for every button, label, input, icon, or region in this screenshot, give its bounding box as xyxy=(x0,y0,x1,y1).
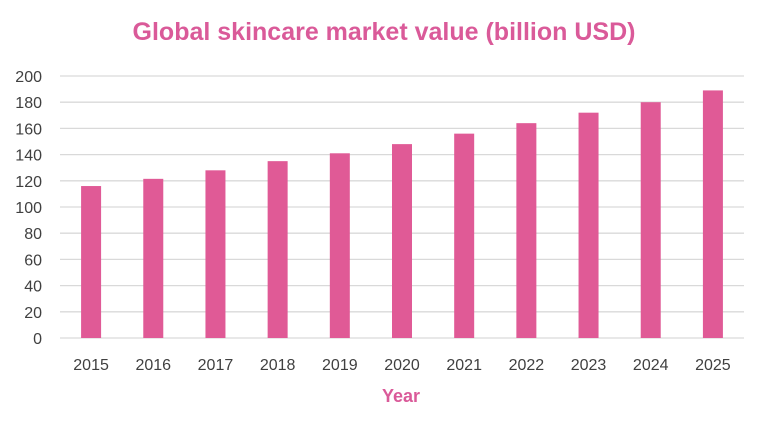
y-tick-label: 80 xyxy=(24,226,42,243)
bar-2015 xyxy=(81,186,102,338)
x-tick-label: 2021 xyxy=(446,357,482,374)
x-tick-label: 2025 xyxy=(695,357,731,374)
y-axis-ticks: 0 20 40 60 80 100 120 140 160 180 200 xyxy=(15,69,42,348)
x-tick-label: 2015 xyxy=(73,357,109,374)
x-tick-label: 2024 xyxy=(633,357,669,374)
chart-title: Global skincare market value (billion US… xyxy=(133,18,636,46)
bar-2017 xyxy=(205,170,226,338)
bar-2018 xyxy=(267,161,288,338)
y-tick-label: 40 xyxy=(24,279,42,296)
y-tick-label: 140 xyxy=(15,148,42,165)
y-tick-label: 120 xyxy=(15,174,42,191)
y-tick-label: 20 xyxy=(24,305,42,322)
x-tick-label: 2016 xyxy=(135,357,171,374)
x-axis-label: Year xyxy=(382,386,420,406)
bar-2024 xyxy=(640,102,661,338)
bar-2020 xyxy=(392,144,412,338)
y-tick-label: 0 xyxy=(33,331,42,348)
x-axis-ticks: 2015 2016 2017 2018 2019 2020 2021 2022 2023 2024… xyxy=(73,357,731,374)
y-tick-label: 100 xyxy=(15,200,42,217)
bar-2021 xyxy=(454,133,475,338)
y-tick-label: 200 xyxy=(15,69,42,86)
bar-2023 xyxy=(578,112,599,339)
bar-2019 xyxy=(329,153,350,338)
x-tick-label: 2022 xyxy=(509,357,545,374)
x-tick-label: 2017 xyxy=(198,357,234,374)
y-tick-label: 180 xyxy=(15,95,42,112)
bar-2022 xyxy=(516,123,537,338)
x-tick-label: 2023 xyxy=(571,357,607,374)
y-tick-label: 160 xyxy=(15,121,42,138)
x-tick-label: 2020 xyxy=(384,357,420,374)
bars xyxy=(81,90,723,339)
bar-2025 xyxy=(702,90,723,338)
x-tick-label: 2018 xyxy=(260,357,296,374)
bar-2016 xyxy=(143,178,164,338)
y-tick-label: 60 xyxy=(24,252,42,269)
x-tick-label: 2019 xyxy=(322,357,358,374)
